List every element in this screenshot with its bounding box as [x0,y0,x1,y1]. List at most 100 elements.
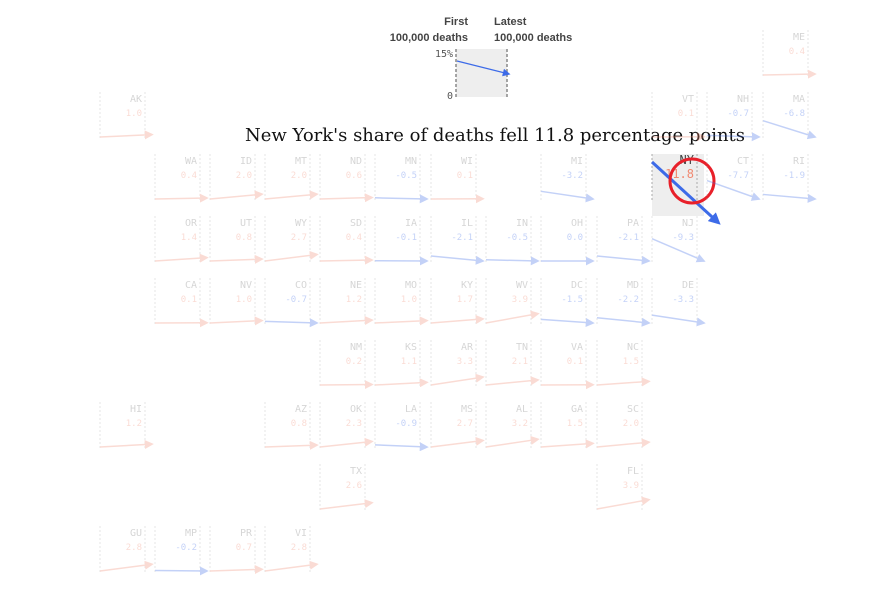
state-value-label: -3.3 [672,295,694,305]
state-code-label: CO [295,280,307,291]
state-code-label: KS [405,342,417,353]
state-value-label: -0.7 [727,109,749,119]
state-code-label: IN [516,218,528,229]
state-value-label: -1.9 [783,171,805,181]
state-value-label: 1.2 [346,295,362,305]
legend-first-label-line1: First [444,16,468,28]
state-value-label: 2.8 [126,543,142,553]
state-tile-in: IN -0.5 [485,216,540,266]
state-tile-vi: VI 2.8 [264,526,319,574]
state-value-label: -0.7 [285,295,307,305]
state-code-label: ID [240,156,252,167]
state-tile-fl: FL 3.9 [596,464,651,512]
state-code-label: AL [516,404,528,415]
state-code-label: VT [682,94,694,105]
legend-latest-label-line2: 100,000 deaths [494,32,572,44]
state-code-label: MI [571,156,583,167]
state-code-label: AR [461,342,474,353]
state-code-label: PA [627,218,639,229]
state-tile-ga: GA 1.5 [540,402,595,450]
state-change-arrow [430,373,485,386]
state-tile-mp: MP -0.2 [154,526,209,576]
state-change-arrow [706,179,761,201]
state-code-label: TX [350,466,362,477]
state-change-arrow [762,69,817,79]
state-value-label: 3.9 [512,295,528,305]
state-tile-mn: MN -0.5 [374,154,429,204]
state-code-label: WI [461,156,473,167]
state-tile-ky: KY 1.7 [430,278,485,326]
state-tile-me: ME 0.4 [762,30,817,79]
state-tile-mt: MT 2.0 [264,154,319,202]
state-tile-pa: PA -2.1 [596,216,651,265]
state-code-label: GA [571,404,583,415]
state-change-arrow [319,437,374,448]
state-change-arrow [264,190,319,200]
state-value-label: 0.4 [346,233,362,243]
state-tile-az: AZ 0.8 [264,402,319,450]
state-code-label: VA [571,342,583,353]
state-code-label: OR [185,218,198,229]
state-value-label: 2.7 [457,419,473,429]
state-value-label: 0.1 [678,109,694,119]
state-change-arrow [99,130,154,140]
state-change-arrow [319,499,374,510]
legend-first-label-line2: 100,000 deaths [390,32,468,44]
state-tile-or: OR 1.4 [154,216,209,264]
state-change-arrow [651,314,706,327]
state-code-label: LA [405,404,417,415]
state-change-arrow [650,160,721,225]
state-tile-mi: MI -3.2 [540,154,595,203]
state-value-label: 0.1 [181,295,197,305]
legend: First 100,000 deaths Latest 100,000 deat… [390,16,573,102]
state-change-arrow [319,255,374,265]
state-code-label: NC [627,342,639,353]
state-value-label: 0.8 [291,419,307,429]
state-code-label: MT [295,156,307,167]
state-change-arrow [596,316,651,327]
state-tile-pr: PR 0.7 [209,526,264,575]
state-code-label: SD [350,218,362,229]
state-value-label: 2.0 [291,171,307,181]
state-change-arrow [374,194,429,204]
legend-example-arrow [456,60,511,77]
state-change-arrow [374,316,429,326]
state-value-label: 0.7 [236,543,252,553]
state-value-label: -2.2 [617,295,639,305]
state-tile-ne: NE 1.2 [319,278,374,326]
state-tile-nc: NC 1.5 [596,340,651,388]
state-value-label: -0.5 [395,171,417,181]
headline: New York's share of deaths fell 11.8 per… [245,125,745,146]
state-tile-il: IL -2.1 [430,216,485,265]
state-tile-wi: WI 0.1 [430,154,485,204]
state-change-arrow [99,560,154,572]
state-tile-wv: WV 3.9 [485,278,540,326]
state-value-label: 2.1 [512,357,528,367]
state-tile-al: AL 3.2 [485,402,540,450]
legend-panel [456,49,507,97]
state-value-label: 2.3 [346,419,362,429]
state-value-label: 3.2 [512,419,528,429]
state-tile-mo: MO 1.0 [374,278,429,326]
state-tile-md: MD -2.2 [596,278,651,327]
state-tile-ak: AK 1.0 [99,92,154,140]
state-tile-nm: NM 0.2 [319,340,374,390]
state-value-label: -0.2 [175,543,197,553]
state-value-label: 0.8 [236,233,252,243]
state-value-label: 1.0 [126,109,142,119]
state-change-arrow [596,438,651,448]
state-value-label: 0.1 [457,171,473,181]
state-tile-la: LA -0.9 [374,402,429,452]
state-value-label: 0.2 [346,357,362,367]
state-change-arrow [319,193,374,203]
state-tile-id: ID 2.0 [209,154,264,202]
state-tile-nd: ND 0.6 [319,154,374,203]
state-change-arrow [209,316,264,326]
state-code-label: OK [350,404,362,415]
state-value-label: 3.3 [457,357,473,367]
state-value-label: -2.1 [451,233,473,243]
state-value-label: 1.1 [401,357,417,367]
state-change-arrow [209,565,264,575]
state-change-arrow [596,255,651,265]
